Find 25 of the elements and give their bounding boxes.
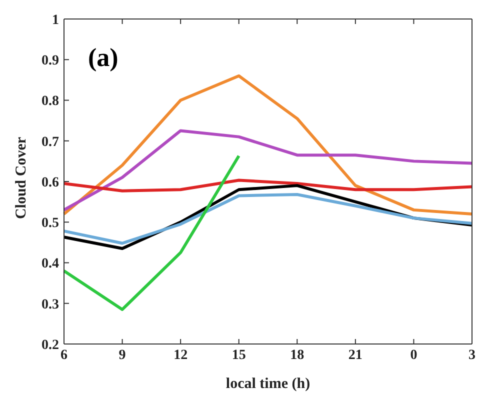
- x-tick-label: 15: [232, 348, 246, 363]
- x-tick-label: 3: [468, 348, 476, 363]
- y-tick-label: 1: [52, 12, 59, 28]
- y-tick-label: 0.2: [42, 338, 59, 353]
- x-tick-label: 6: [60, 348, 68, 363]
- x-axis-title: local time (h): [226, 376, 310, 392]
- y-tick-label: 0.8: [42, 94, 59, 110]
- y-tick-label: 0.9: [42, 54, 59, 69]
- line-series: [62, 193, 474, 245]
- y-tick-label: 0.3: [42, 297, 59, 312]
- line-series: [62, 178, 474, 192]
- y-tick-label: 0.6: [42, 175, 59, 190]
- x-tick-label: 0: [410, 348, 418, 363]
- line-series: [62, 154, 240, 311]
- y-tick-label: 0.4: [42, 256, 59, 272]
- y-tick-label: 0.5: [42, 216, 59, 232]
- y-axis-title: Cloud Cover: [14, 136, 30, 220]
- line-series: [62, 129, 474, 212]
- x-tick-label: 12: [174, 348, 188, 363]
- line-series: [62, 74, 474, 216]
- y-tick-label: 0.7: [42, 134, 59, 150]
- x-tick-label: 9: [118, 348, 126, 363]
- x-tick-label: 18: [290, 348, 304, 363]
- x-tick-label: 21: [348, 348, 362, 363]
- annotation: (a): [88, 43, 118, 73]
